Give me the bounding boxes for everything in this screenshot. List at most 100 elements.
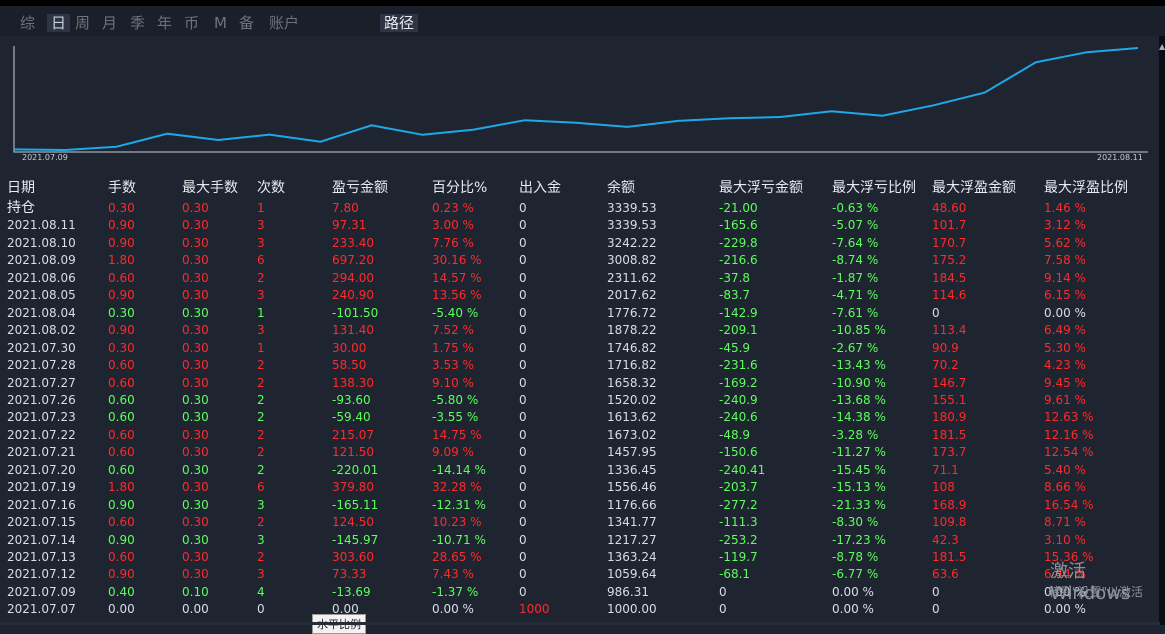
table-row[interactable]: 2021.07.22 0.60 0.30 2 215.07 14.75 % 0 1673.02… — [0, 427, 1160, 445]
table-cell: 12.54 % — [1044, 445, 1094, 460]
table-cell: 0.30 — [108, 201, 135, 215]
table-cell: -7.64 % — [832, 235, 879, 250]
column-header[interactable]: 最大浮盈比例 — [1044, 180, 1128, 196]
table-cell: 2311.62 — [607, 270, 657, 285]
table-row[interactable]: 2021.07.23 0.60 0.30 2 -59.40 -3.55 % 0 1613.62… — [0, 409, 1160, 427]
table-cell: 0 — [519, 270, 527, 285]
table-cell: -203.7 — [719, 480, 758, 495]
table-row[interactable]: 2021.07.19 1.80 0.30 6 379.80 32.28 % 0 1556.46… — [0, 479, 1160, 497]
table-cell: -240.6 — [719, 410, 758, 425]
table-row[interactable]: 持仓 0.30 0.30 1 7.80 0.23 % 0 3339.53 -21.00 -0.63… — [0, 200, 1160, 218]
column-header[interactable]: 最大浮亏金额 — [719, 180, 803, 196]
table-cell: 0.30 — [182, 480, 209, 495]
table-row[interactable]: 2021.08.02 0.90 0.30 3 131.40 7.52 % 0 1878.22 -… — [0, 322, 1160, 340]
column-header[interactable]: 余额 — [607, 180, 635, 196]
table-cell: -21.33 % — [832, 497, 886, 512]
tab-6[interactable]: 币 — [184, 14, 200, 32]
table-cell: 2021.08.10 — [7, 235, 76, 250]
table-row[interactable]: 2021.08.06 0.60 0.30 2 294.00 14.57 % 0 2311.62… — [0, 270, 1160, 288]
table-row[interactable]: 2021.07.27 0.60 0.30 2 138.30 9.10 % 0 1658.32 -… — [0, 375, 1160, 393]
table-cell: 0.30 — [182, 358, 209, 373]
table-row[interactable]: 2021.07.16 0.90 0.30 3 -165.11 -12.31 % 0 1176.… — [0, 497, 1160, 515]
column-header[interactable]: 次数 — [257, 180, 285, 196]
tab-4[interactable]: 季 — [130, 14, 146, 32]
table-row[interactable]: 2021.07.13 0.60 0.30 2 303.60 28.65 % 0 1363.24… — [0, 549, 1160, 567]
table-cell: 294.00 — [332, 270, 374, 285]
tab-1[interactable]: 日 — [47, 14, 71, 32]
table-cell: 1673.02 — [607, 427, 657, 442]
column-header[interactable]: 最大手数 — [182, 180, 238, 196]
table-cell: 379.80 — [332, 480, 374, 495]
table-row[interactable]: 2021.08.11 0.90 0.30 3 97.31 3.00 % 0 3339.53 -1… — [0, 217, 1160, 235]
table-row[interactable]: 2021.07.12 0.90 0.30 3 73.33 7.43 % 0 1059.64 -6… — [0, 566, 1160, 584]
table-row[interactable]: 2021.07.09 0.40 0.10 4 -13.69 -1.37 % 0 986.31 0… — [0, 584, 1160, 602]
table-cell: 8.71 % — [1044, 515, 1086, 530]
table-cell: 9.45 % — [1044, 375, 1086, 390]
table-cell: -3.28 % — [832, 427, 879, 442]
table-row[interactable]: 2021.07.30 0.30 0.30 1 30.00 1.75 % 0 1746.82 -4… — [0, 340, 1160, 358]
column-header[interactable]: 手数 — [108, 180, 136, 196]
table-cell: 3.10 % — [1044, 532, 1086, 547]
table-row[interactable]: 2021.08.09 1.80 0.30 6 697.20 30.16 % 0 3008.82… — [0, 252, 1160, 270]
table-cell: 0.30 — [182, 550, 209, 564]
table-row[interactable]: 2021.08.04 0.30 0.30 1 -101.50 -5.40 % 0 1776.7… — [0, 305, 1160, 323]
column-header[interactable]: 盈亏金额 — [332, 180, 388, 196]
tab-9[interactable]: 账户 — [269, 14, 300, 32]
table-cell: 8.66 % — [1044, 480, 1086, 495]
table-cell: 0 — [719, 602, 727, 617]
table-cell: 6 — [257, 253, 265, 268]
table-cell: -68.1 — [719, 567, 751, 582]
table-row[interactable]: 2021.07.28 0.60 0.30 2 58.50 3.53 % 0 1716.82 -2… — [0, 357, 1160, 375]
table-cell: 0.30 — [182, 201, 209, 215]
tab-10[interactable]: 路径 — [380, 14, 419, 32]
table-cell: 0.30 — [182, 497, 209, 512]
table-cell: 0.60 — [108, 410, 135, 425]
column-header[interactable]: 最大浮亏比例 — [832, 180, 916, 196]
table-cell: -15.13 % — [832, 480, 886, 495]
table-cell: 0 — [519, 497, 527, 512]
column-header[interactable]: 百分比% — [432, 180, 488, 196]
activation-watermark-title: 激活 Windows — [1050, 561, 1131, 604]
title-strip — [0, 0, 1165, 6]
tab-3[interactable]: 月 — [102, 14, 118, 32]
table-row[interactable]: 2021.08.10 0.90 0.30 3 233.40 7.76 % 0 3242.22 -… — [0, 235, 1160, 253]
table-cell: 6.44 % — [1044, 567, 1086, 582]
table-cell: 0.30 — [182, 392, 209, 407]
table-row[interactable]: 2021.07.15 0.60 0.30 2 124.50 10.23 % 0 1341.77… — [0, 514, 1160, 532]
table-cell: 2 — [257, 515, 265, 530]
table-cell: 0.60 — [108, 445, 135, 460]
right-scrollbar[interactable]: ▲ — [1159, 36, 1165, 625]
table-cell: 1716.82 — [607, 358, 657, 373]
table-cell: -17.23 % — [832, 532, 886, 547]
table-cell: 0.30 — [182, 462, 209, 477]
table-cell: 3.12 % — [1044, 218, 1086, 233]
column-header[interactable]: 出入金 — [519, 180, 561, 196]
tab-8[interactable]: 备 — [239, 14, 255, 32]
table-row[interactable]: 2021.07.07 0.00 0.00 0 0.00 0.00 % 1000 1000.00… — [0, 601, 1160, 619]
table-cell: 97.31 — [332, 218, 367, 233]
tab-5[interactable]: 年 — [157, 14, 173, 32]
table-row[interactable]: 2021.08.05 0.90 0.30 3 240.90 13.56 % 0 2017.62… — [0, 287, 1160, 305]
table-cell: 0.90 — [108, 567, 135, 582]
table-cell: 1613.62 — [607, 410, 657, 425]
table-cell: 175.2 — [932, 253, 967, 268]
table-cell: 3339.53 — [607, 201, 657, 215]
table-cell: 1 — [257, 201, 265, 215]
table-row[interactable]: 2021.07.21 0.60 0.30 2 121.50 9.09 % 0 1457.95 -… — [0, 444, 1160, 462]
table-cell: -2.67 % — [832, 340, 879, 355]
column-header[interactable]: 日期 — [7, 180, 35, 196]
tab-0[interactable]: 综 — [20, 14, 36, 32]
table-cell: 113.4 — [932, 323, 967, 338]
table-cell: 1776.72 — [607, 305, 657, 320]
scroll-up-icon[interactable]: ▲ — [1159, 42, 1165, 51]
table-row[interactable]: 2021.07.20 0.60 0.30 2 -220.01 -14.14 % 0 1336.… — [0, 462, 1160, 480]
table-cell: 184.5 — [932, 270, 967, 285]
column-header[interactable]: 最大浮盈金额 — [932, 180, 1016, 196]
tab-7[interactable]: M — [214, 14, 227, 32]
tab-2[interactable]: 周 — [75, 14, 91, 32]
table-row[interactable]: 2021.07.26 0.60 0.30 2 -93.60 -5.80 % 0 1520.02… — [0, 392, 1160, 410]
table-row[interactable]: 2021.07.14 0.90 0.30 3 -145.97 -10.71 % 0 1217.… — [0, 532, 1160, 550]
table-cell: 3.00 % — [432, 218, 474, 233]
table-cell: -240.41 — [719, 462, 766, 477]
table-cell: -6.77 % — [832, 567, 879, 582]
